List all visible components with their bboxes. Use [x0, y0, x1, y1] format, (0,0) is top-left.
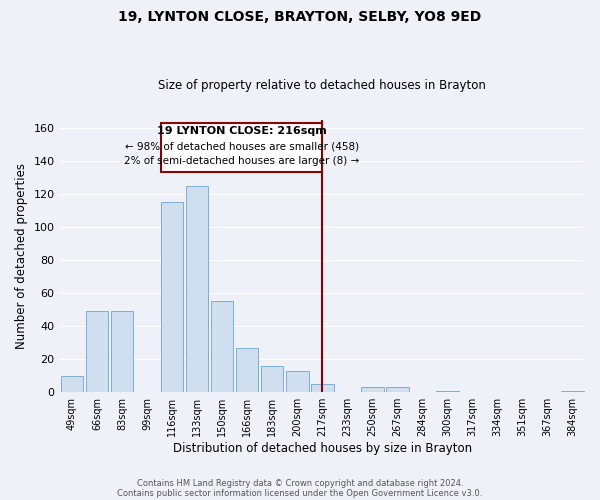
- Bar: [111, 311, 133, 392]
- Bar: [361, 388, 383, 392]
- Bar: [386, 388, 409, 392]
- Bar: [561, 390, 584, 392]
- Text: 19, LYNTON CLOSE, BRAYTON, SELBY, YO8 9ED: 19, LYNTON CLOSE, BRAYTON, SELBY, YO8 9E…: [118, 10, 482, 24]
- X-axis label: Distribution of detached houses by size in Brayton: Distribution of detached houses by size …: [173, 442, 472, 455]
- Text: ← 98% of detached houses are smaller (458): ← 98% of detached houses are smaller (45…: [125, 142, 359, 152]
- Bar: [86, 311, 109, 392]
- Text: Contains public sector information licensed under the Open Government Licence v3: Contains public sector information licen…: [118, 488, 482, 498]
- Text: Contains HM Land Registry data © Crown copyright and database right 2024.: Contains HM Land Registry data © Crown c…: [137, 478, 463, 488]
- Text: 2% of semi-detached houses are larger (8) →: 2% of semi-detached houses are larger (8…: [124, 156, 359, 166]
- Bar: [286, 370, 308, 392]
- Bar: [311, 384, 334, 392]
- Bar: [261, 366, 283, 392]
- Bar: [436, 390, 458, 392]
- Bar: [211, 302, 233, 392]
- Bar: [236, 348, 259, 392]
- Bar: [186, 186, 208, 392]
- Bar: [61, 376, 83, 392]
- Title: Size of property relative to detached houses in Brayton: Size of property relative to detached ho…: [158, 79, 486, 92]
- FancyBboxPatch shape: [161, 123, 322, 172]
- Bar: [161, 202, 184, 392]
- Y-axis label: Number of detached properties: Number of detached properties: [15, 163, 28, 349]
- Text: 19 LYNTON CLOSE: 216sqm: 19 LYNTON CLOSE: 216sqm: [157, 126, 326, 136]
